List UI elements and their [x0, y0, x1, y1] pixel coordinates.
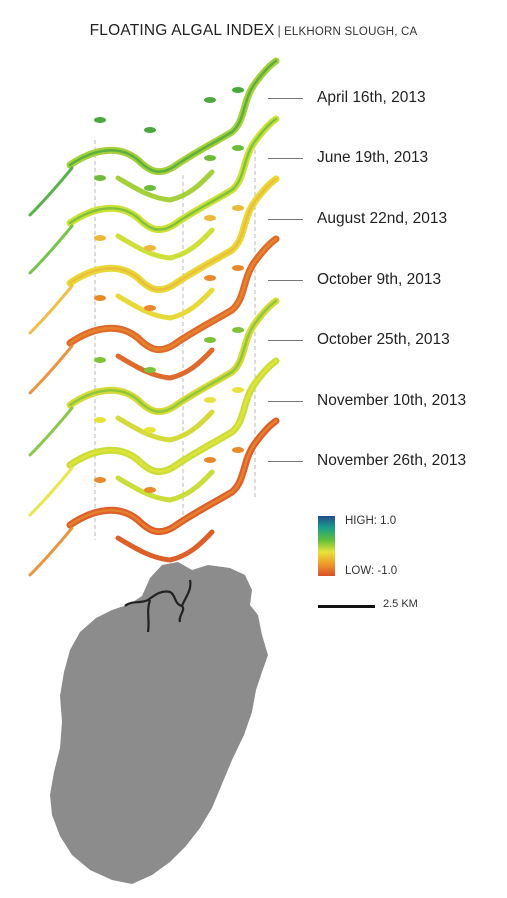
layer-1	[28, 57, 280, 217]
marsh-patch	[204, 397, 216, 403]
marsh-patch	[144, 185, 156, 191]
marsh-patch	[94, 477, 106, 483]
channel-shape	[68, 419, 278, 533]
title-separator: |	[277, 23, 282, 38]
layer-5	[28, 297, 280, 457]
layer-6	[28, 357, 280, 517]
scale-bar	[318, 605, 375, 608]
marsh-patch	[232, 87, 244, 93]
channel-shape	[68, 237, 278, 351]
map-title: FLOATING ALGAL INDEX | ELKHORN SLOUGH, CA	[0, 22, 507, 40]
channel-shape	[115, 529, 215, 563]
date-label-june-19: June 19th, 2013	[317, 149, 429, 166]
channel-shape	[28, 166, 74, 217]
marsh-patch	[232, 145, 244, 151]
date-label-october-9: October 9th, 2013	[317, 271, 442, 288]
legend-high-label: HIGH: 1.0	[345, 515, 397, 527]
marsh-patch	[144, 127, 156, 133]
leader-line	[268, 98, 303, 99]
channel-shape	[115, 469, 215, 503]
marsh-patch	[94, 117, 106, 123]
layer-4	[28, 235, 280, 395]
slough-channel	[124, 579, 192, 633]
algal-index-layers	[28, 57, 280, 577]
channel-shape	[28, 344, 74, 395]
marsh-patch	[232, 327, 244, 333]
layer-7	[28, 417, 280, 577]
leader-line	[268, 340, 303, 341]
channel-shape	[68, 299, 278, 413]
leader-line	[268, 461, 303, 462]
leader-line	[268, 158, 303, 159]
marsh-patch	[204, 337, 216, 343]
legend-low-label: LOW: -1.0	[345, 565, 398, 577]
basemap-watershed	[50, 562, 268, 884]
channel-shape	[68, 59, 278, 173]
marsh-patch	[144, 427, 156, 433]
marsh-patch	[232, 387, 244, 393]
title-location: ELKHORN SLOUGH, CA	[284, 26, 418, 38]
legend-color-ramp	[318, 516, 335, 576]
date-label-april-16: April 16th, 2013	[317, 89, 426, 106]
marsh-patch	[204, 97, 216, 103]
channel-shape	[28, 526, 74, 577]
channel-shape	[68, 117, 278, 231]
channel-shape	[28, 466, 74, 517]
channel-shape	[28, 284, 74, 335]
marsh-patch	[144, 245, 156, 251]
marsh-patch	[204, 215, 216, 221]
channel-shape	[68, 177, 278, 291]
marsh-patch	[94, 357, 106, 363]
marsh-patch	[94, 175, 106, 181]
marsh-patch	[204, 155, 216, 161]
channel-shape	[115, 227, 215, 261]
marsh-patch	[204, 457, 216, 463]
layer-2	[28, 115, 280, 275]
date-label-november-26: November 26th, 2013	[317, 452, 467, 469]
leader-line	[268, 401, 303, 402]
marsh-patch	[232, 265, 244, 271]
title-main: FLOATING ALGAL INDEX	[89, 22, 275, 39]
channel-shape	[28, 224, 74, 275]
channel-shape	[115, 347, 215, 381]
marsh-patch	[94, 417, 106, 423]
date-label-october-25: October 25th, 2013	[317, 331, 450, 348]
marsh-patch	[94, 295, 106, 301]
marsh-patch	[144, 305, 156, 311]
date-label-november-10: November 10th, 2013	[317, 392, 467, 409]
marsh-patch	[144, 487, 156, 493]
watershed-land	[50, 562, 268, 884]
marsh-patch	[232, 447, 244, 453]
marsh-patch	[204, 275, 216, 281]
marsh-patch	[94, 235, 106, 241]
leader-line	[268, 280, 303, 281]
channel-shape	[68, 359, 278, 473]
layer-3	[28, 175, 280, 335]
channel-shape	[115, 287, 215, 321]
leader-line	[268, 219, 303, 220]
scale-label: 2.5 KM	[383, 598, 418, 610]
marsh-patch	[232, 205, 244, 211]
marsh-patch	[144, 367, 156, 373]
channel-shape	[28, 406, 74, 457]
channel-shape	[115, 409, 215, 443]
date-label-august-22: August 22nd, 2013	[317, 210, 448, 227]
channel-shape	[115, 169, 215, 203]
